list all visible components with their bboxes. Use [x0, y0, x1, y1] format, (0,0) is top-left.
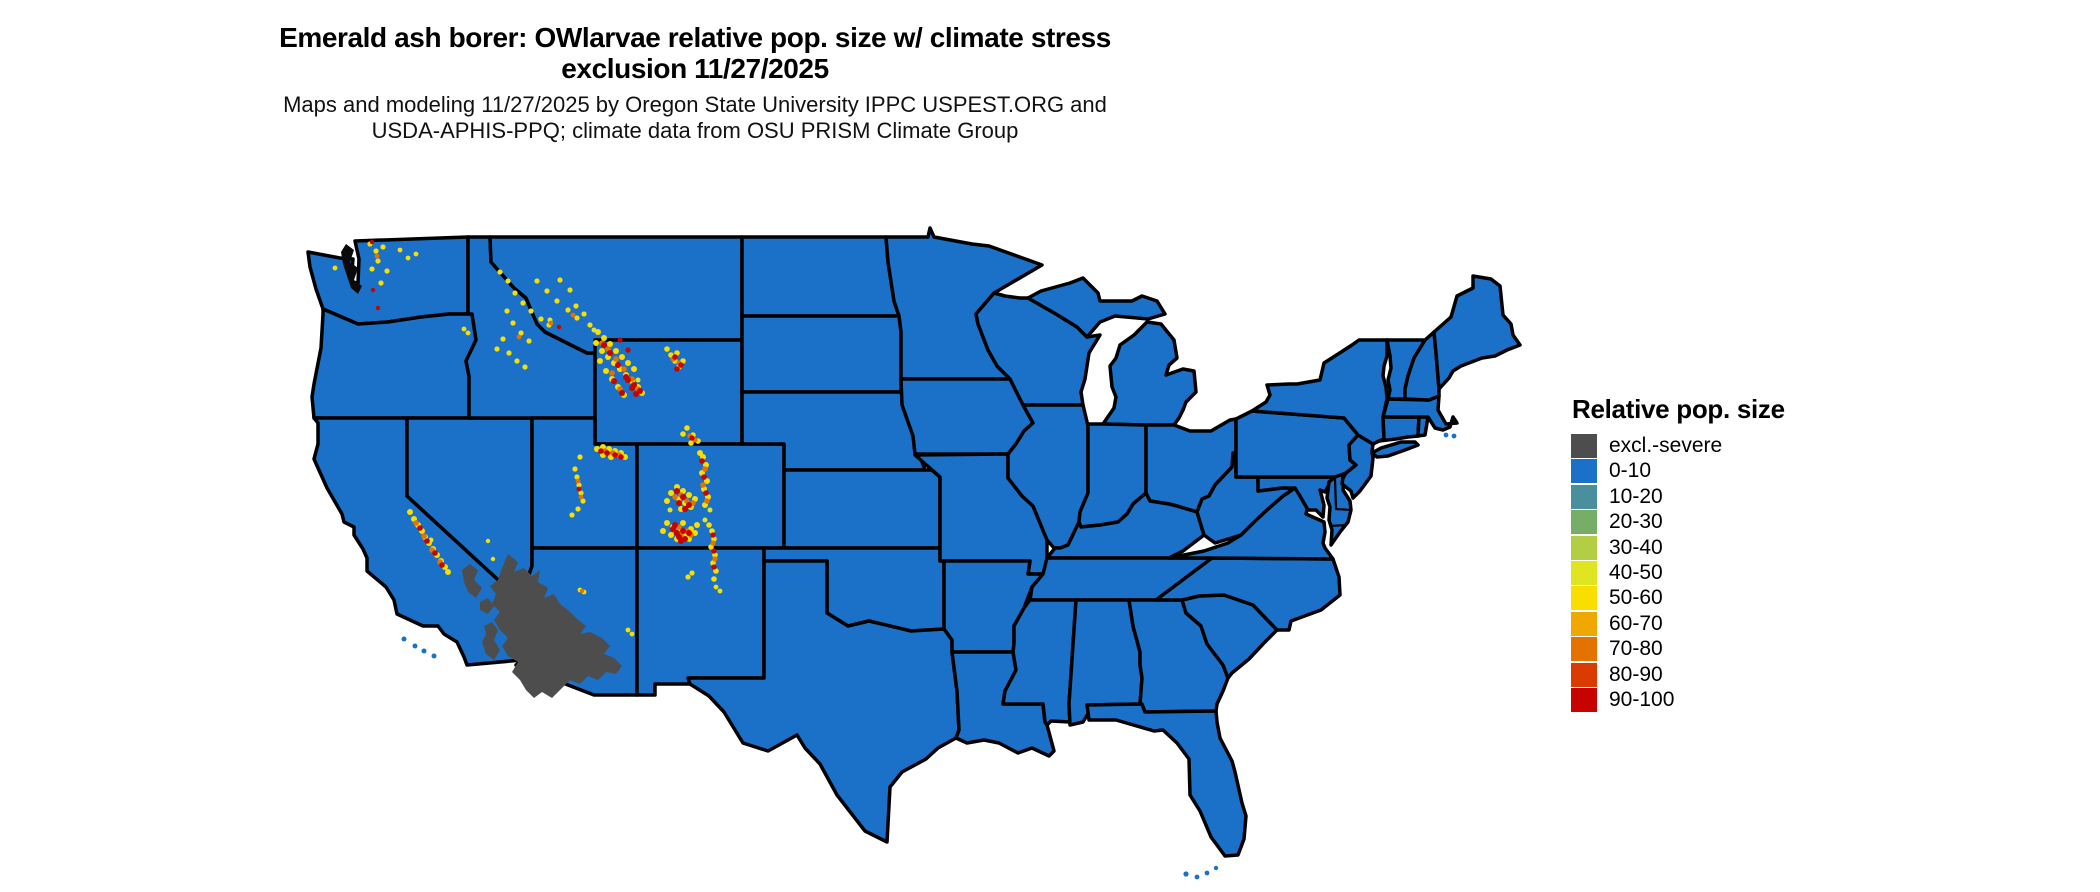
state-new-mexico — [635, 546, 766, 697]
state-washington — [306, 235, 470, 326]
legend-label: 50-60 — [1609, 586, 1663, 610]
channel-island — [401, 636, 407, 642]
legend-title: Relative pop. size — [1572, 394, 1785, 424]
legend-swatch — [1571, 662, 1597, 687]
state-rhode-island — [1416, 415, 1430, 438]
excluded-mojave-patch — [480, 598, 494, 614]
legend-row: 60-70 — [1571, 611, 1785, 636]
map-legend: Relative pop. size excl.-severe 0-10 10-… — [1571, 394, 1785, 713]
figure-subtitle: Maps and modeling 11/27/2025 by Oregon S… — [190, 92, 1200, 144]
legend-label: 10-20 — [1609, 484, 1663, 508]
state-michigan-lower — [1101, 320, 1198, 427]
excluded-death-valley-patch — [462, 564, 482, 598]
legend-row: 40-50 — [1571, 560, 1785, 585]
state-connecticut — [1377, 415, 1421, 443]
florida-key — [1213, 865, 1219, 871]
legend-row: 10-20 — [1571, 484, 1785, 509]
legend-row: 90-100 — [1571, 687, 1785, 712]
state-kansas — [782, 468, 942, 550]
legend-label: 80-90 — [1609, 662, 1663, 686]
legend-swatch — [1571, 459, 1597, 484]
legend-swatch — [1571, 687, 1597, 712]
legend-label: 90-100 — [1609, 687, 1675, 711]
legend-label: 70-80 — [1609, 637, 1663, 661]
hotspot-speckles-yellow — [332, 241, 723, 637]
legend-row: 30-40 — [1571, 535, 1785, 560]
legend-swatch — [1571, 611, 1597, 636]
florida-key — [1183, 871, 1189, 877]
legend-swatch — [1571, 637, 1597, 662]
legend-swatch — [1571, 586, 1597, 611]
excluded-colorado-river-patch — [482, 622, 500, 660]
state-north-dakota — [740, 235, 901, 318]
legend-label: 30-40 — [1609, 535, 1663, 559]
state-maine — [1432, 274, 1522, 391]
channel-island — [431, 653, 437, 659]
figure-subtitle-line1: Maps and modeling 11/27/2025 by Oregon S… — [283, 92, 1107, 117]
legend-row: 80-90 — [1571, 662, 1785, 687]
legend-row: 0-10 — [1571, 459, 1785, 484]
channel-island — [412, 643, 418, 649]
florida-key — [1194, 874, 1200, 880]
legend-swatch — [1571, 510, 1597, 535]
figure-title-line1: Emerald ash borer: OWlarvae relative pop… — [279, 22, 1111, 53]
state-texas — [686, 559, 961, 844]
excluded-severe-region — [462, 554, 622, 698]
legend-label: 20-30 — [1609, 510, 1663, 534]
delmarva-internal-borders — [1329, 477, 1352, 528]
state-massachusetts — [1381, 394, 1459, 432]
state-florida — [1085, 702, 1248, 858]
figure-title-line2: exclusion 11/27/2025 — [561, 53, 829, 84]
us-map — [306, 226, 1522, 880]
state-michigan-upper — [1026, 276, 1167, 339]
state-oregon — [310, 307, 478, 420]
figure-title: Emerald ash borer: OWlarvae relative pop… — [190, 22, 1200, 84]
hotspot-speckles-red — [369, 239, 717, 570]
legend-row: 50-60 — [1571, 586, 1785, 611]
state-iowa — [899, 377, 1035, 456]
state-north-carolina — [1154, 556, 1342, 632]
legend-rows: excl.-severe 0-10 10-20 20-30 30-40 40-5… — [1571, 434, 1785, 712]
legend-label: 60-70 — [1609, 611, 1663, 635]
puget-sound-shorelines — [341, 244, 362, 294]
legend-swatch — [1571, 434, 1597, 458]
legend-swatch — [1571, 535, 1597, 560]
state-south-dakota — [740, 314, 903, 394]
florida-key — [1204, 870, 1210, 876]
legend-swatch — [1571, 560, 1597, 585]
legend-label: excl.-severe — [1609, 434, 1723, 457]
figure-subtitle-line2: USDA-APHIS-PPQ; climate data from OSU PR… — [371, 118, 1019, 143]
legend-swatch — [1571, 484, 1597, 509]
marthas-vineyard-island — [1451, 433, 1457, 439]
legend-row: 70-80 — [1571, 637, 1785, 662]
legend-label: 40-50 — [1609, 560, 1663, 584]
channel-island — [421, 648, 427, 654]
legend-row: excl.-severe — [1571, 434, 1785, 458]
nantucket-island — [1443, 432, 1449, 438]
state-pennsylvania — [1234, 409, 1360, 479]
islands-layer — [401, 432, 1457, 880]
legend-row: 20-30 — [1571, 510, 1785, 535]
legend-label: 0-10 — [1609, 459, 1652, 483]
excluded-arizona-blob — [490, 554, 622, 698]
state-new-york-long-island — [1370, 440, 1420, 459]
